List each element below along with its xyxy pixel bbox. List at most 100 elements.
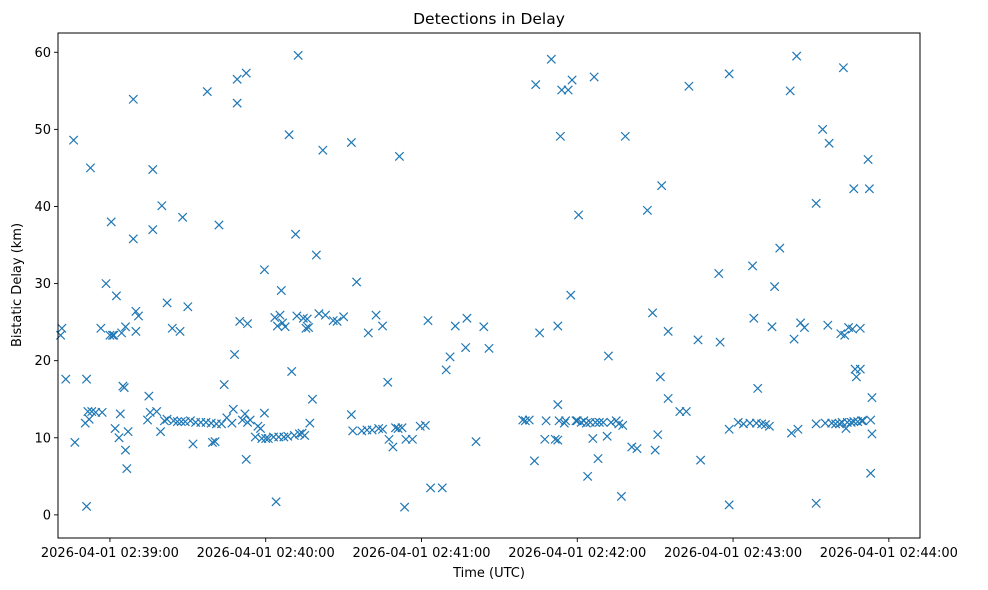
data-point — [298, 313, 308, 323]
data-point — [567, 75, 577, 85]
data-point — [423, 315, 433, 326]
data-point — [120, 322, 131, 332]
data-point — [632, 443, 642, 454]
data-point — [111, 291, 122, 301]
data-point — [307, 394, 318, 404]
data-point — [589, 72, 599, 82]
data-point — [864, 184, 874, 194]
data-point — [106, 217, 116, 227]
data-point — [97, 407, 107, 417]
data-point — [157, 201, 167, 211]
data-point — [792, 51, 802, 61]
data-point — [377, 321, 388, 331]
data-point — [388, 442, 398, 452]
data-point — [747, 261, 758, 271]
data-point — [786, 428, 797, 438]
data-point — [397, 423, 407, 433]
data-point — [91, 407, 101, 417]
plot-background — [58, 33, 920, 538]
data-point — [753, 383, 763, 394]
data-point — [603, 351, 614, 361]
data-point — [159, 416, 170, 426]
data-point — [407, 434, 418, 444]
data-point — [769, 282, 780, 292]
data-point — [681, 406, 691, 417]
y-axis-label: Bistatic Delay (km) — [10, 223, 25, 347]
data-point — [328, 315, 338, 326]
data-point — [374, 423, 384, 434]
data-point — [348, 426, 358, 436]
y-tick-label: 30 — [34, 277, 51, 292]
data-point — [520, 416, 530, 426]
data-point — [647, 308, 658, 318]
data-point — [401, 434, 411, 444]
data-point — [855, 323, 865, 333]
data-point — [657, 181, 667, 191]
data-point — [178, 212, 188, 222]
data-point — [811, 198, 821, 209]
x-tick-label: 2026-04-01 02:43:00 — [664, 546, 802, 561]
data-point — [320, 310, 331, 320]
data-point — [799, 322, 810, 333]
data-point — [148, 164, 158, 175]
data-point — [653, 430, 663, 440]
data-point — [263, 433, 273, 444]
data-point — [745, 418, 755, 428]
data-point — [176, 416, 186, 427]
data-point — [555, 131, 566, 141]
data-point — [346, 137, 357, 148]
data-point — [793, 424, 803, 434]
data-point — [484, 343, 494, 353]
data-point — [232, 74, 242, 84]
data-point — [471, 437, 481, 447]
data-point — [101, 278, 111, 289]
data-point — [563, 85, 573, 95]
data-point — [294, 429, 305, 439]
data-point — [560, 416, 571, 426]
data-point — [259, 265, 270, 275]
data-point — [390, 423, 401, 433]
data-point — [85, 163, 96, 173]
data-point — [559, 418, 569, 428]
data-point — [290, 229, 301, 239]
data-point — [450, 321, 460, 331]
data-point — [655, 372, 665, 382]
data-point — [303, 322, 314, 333]
data-point — [131, 306, 141, 316]
data-point — [241, 454, 251, 464]
data-point — [546, 54, 556, 64]
data-point — [583, 471, 593, 481]
data-point — [627, 442, 637, 452]
data-point — [338, 312, 349, 322]
data-point — [714, 268, 724, 279]
data-point — [109, 330, 119, 340]
data-point — [301, 323, 311, 333]
data-point — [827, 418, 837, 428]
data-point — [425, 483, 436, 493]
data-point — [287, 366, 297, 377]
data-point — [554, 416, 564, 426]
x-tick-label: 2026-04-01 02:40:00 — [197, 546, 335, 561]
data-point — [276, 285, 286, 296]
data-point — [602, 431, 612, 441]
data-point — [620, 131, 630, 141]
data-point — [272, 321, 283, 331]
data-point — [541, 416, 551, 426]
data-point — [764, 421, 775, 431]
data-point — [840, 330, 850, 340]
data-point — [540, 434, 550, 444]
data-point — [57, 323, 67, 333]
data-point — [261, 433, 271, 444]
data-point — [119, 383, 129, 393]
y-tick-label: 0 — [43, 508, 51, 523]
data-point — [81, 374, 92, 384]
y-axis: 0 10 20 30 40 50 60 — [34, 46, 58, 523]
data-point — [241, 68, 251, 78]
data-point — [210, 437, 220, 447]
data-point — [399, 502, 410, 512]
data-point — [566, 290, 576, 300]
data-point — [775, 243, 785, 253]
data-point — [838, 63, 849, 73]
data-point — [219, 379, 229, 390]
data-point — [168, 416, 179, 426]
